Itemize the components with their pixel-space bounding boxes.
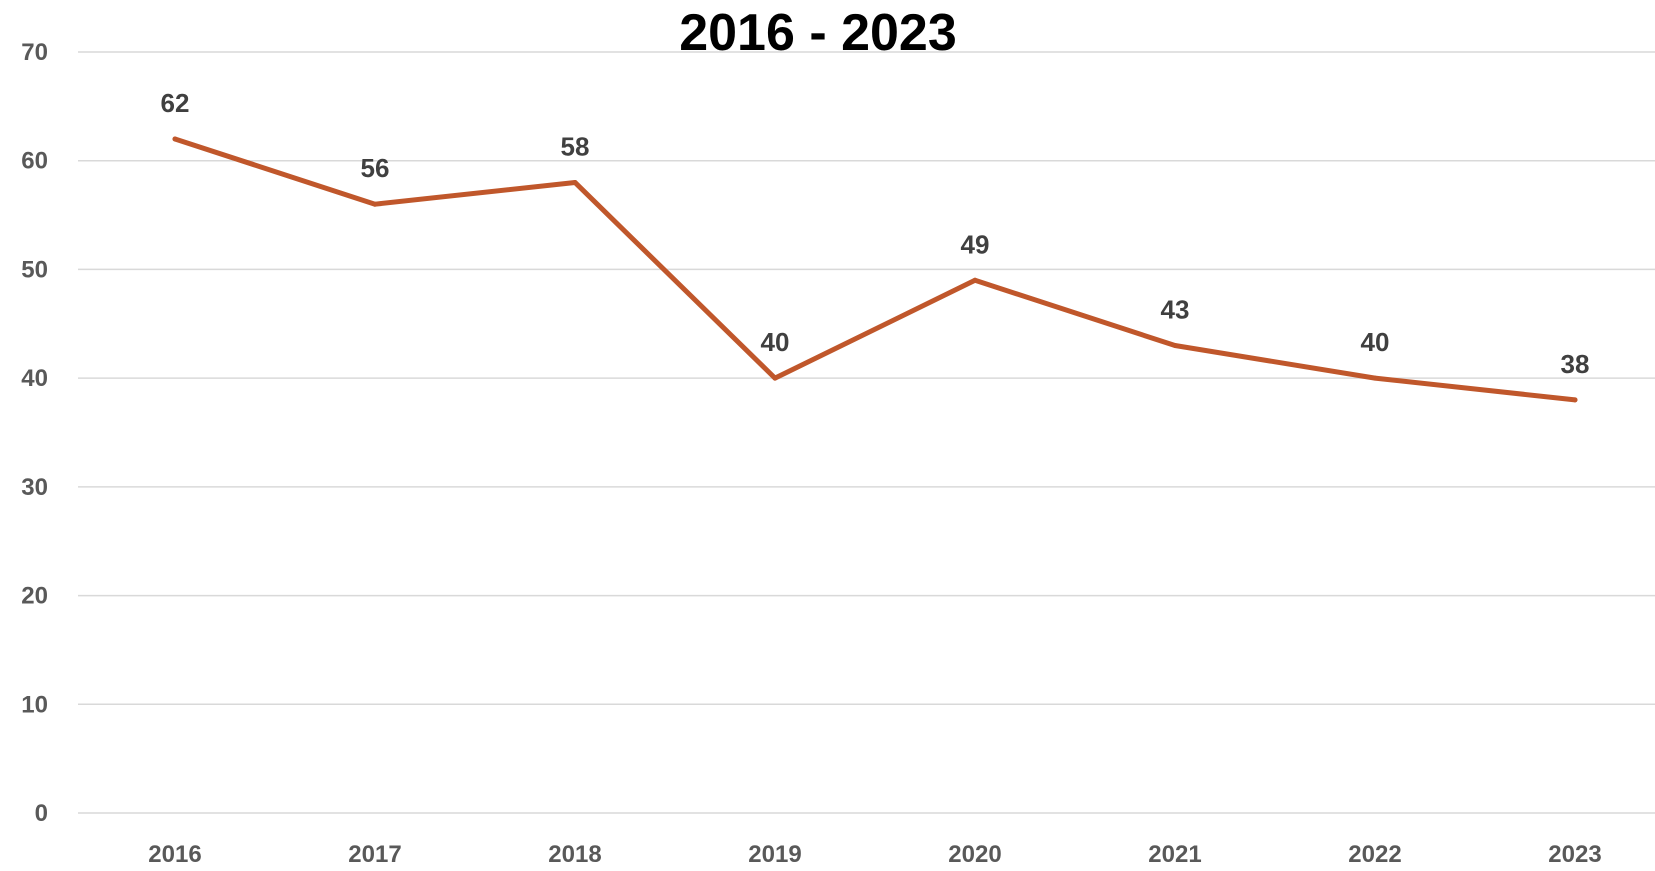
y-tick-label: 30 — [21, 474, 48, 501]
y-tick-label: 0 — [35, 800, 48, 827]
data-point — [972, 277, 978, 283]
y-tick-label: 60 — [21, 148, 48, 175]
data-point — [1372, 375, 1378, 381]
data-label: 43 — [1161, 295, 1190, 325]
x-tick-label: 2021 — [1148, 841, 1201, 868]
x-tick-label: 2020 — [948, 841, 1001, 868]
y-tick-label: 70 — [21, 39, 48, 66]
x-tick-label: 2022 — [1348, 841, 1401, 868]
data-labels: 62 56 58 40 49 43 40 38 — [161, 88, 1590, 379]
y-axis-tick-labels: 0 10 20 30 40 50 60 70 — [21, 39, 48, 827]
series-layer — [172, 136, 1578, 403]
data-label: 58 — [561, 131, 590, 161]
data-point — [172, 136, 178, 142]
x-tick-label: 2019 — [748, 841, 801, 868]
data-label: 56 — [361, 153, 390, 183]
x-tick-label: 2018 — [548, 841, 601, 868]
data-label: 40 — [1361, 327, 1390, 357]
data-label: 49 — [961, 229, 990, 259]
data-point — [1572, 397, 1578, 403]
y-tick-label: 10 — [21, 691, 48, 718]
x-tick-label: 2016 — [148, 841, 201, 868]
gridlines — [78, 51, 1655, 814]
y-tick-label: 50 — [21, 256, 48, 283]
data-point — [1172, 343, 1178, 349]
data-label: 38 — [1561, 349, 1590, 379]
data-point — [772, 375, 778, 381]
x-tick-label: 2023 — [1548, 841, 1601, 868]
series-line — [172, 136, 1578, 403]
x-tick-label: 2017 — [348, 841, 401, 868]
data-label: 62 — [161, 88, 190, 118]
y-tick-label: 40 — [21, 365, 48, 392]
data-label: 40 — [761, 327, 790, 357]
chart-title: 2016 - 2023 — [679, 4, 957, 62]
data-point — [572, 179, 578, 185]
y-tick-label: 20 — [21, 583, 48, 610]
data-point — [372, 201, 378, 207]
x-axis-tick-labels: 2016 2017 2018 2019 2020 2021 2022 2023 — [148, 841, 1601, 868]
